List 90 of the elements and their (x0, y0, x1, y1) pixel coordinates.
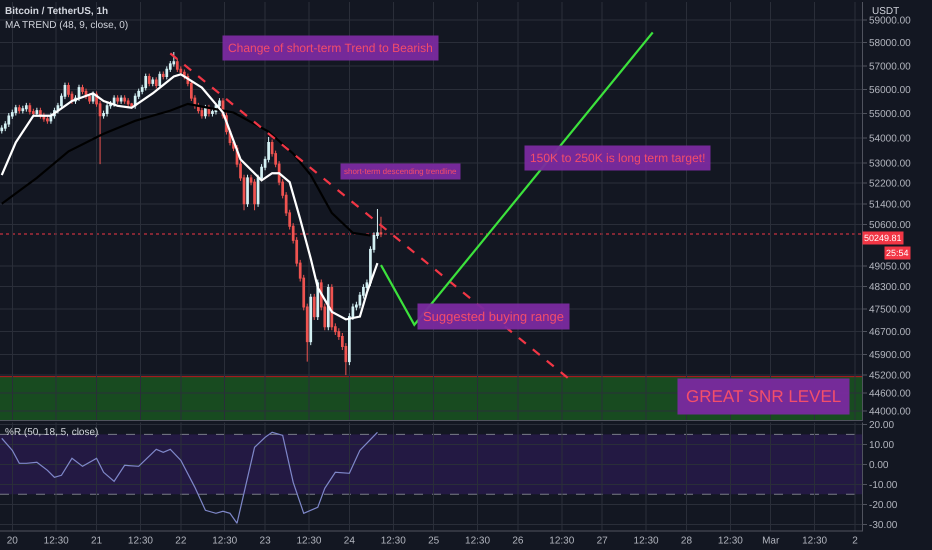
candlestick (148, 73, 151, 87)
x-tick-label: 12:30 (802, 535, 828, 546)
y-axis-title: USDT (872, 6, 900, 17)
y-tick-label: 50600.00 (869, 220, 912, 232)
candlestick (309, 293, 312, 346)
candlestick (253, 178, 256, 211)
y-tick-label: 0.00 (869, 460, 889, 471)
x-tick-label: 12:30 (380, 535, 406, 546)
x-tick-label: 26 (512, 535, 524, 546)
annotation: GREAT SNR LEVEL (686, 387, 842, 406)
text: %R (50, 18, 5, close) (5, 427, 98, 438)
annotation: 150K to 250K is long term target! (530, 151, 706, 165)
x-tick-label: 12:30 (549, 535, 575, 546)
y-tick-label: 48300.00 (869, 282, 912, 294)
x-tick-label: 28 (680, 535, 692, 546)
candlestick (204, 104, 207, 120)
text: MA TREND (48, 9, close, 0) (5, 20, 128, 31)
y-tick-label: -20.00 (869, 500, 898, 511)
candlestick (162, 71, 165, 80)
y-tick-label: 10.00 (869, 440, 894, 451)
y-tick-label: 57000.00 (869, 61, 912, 72)
candlestick (92, 90, 94, 104)
candlestick (200, 107, 204, 120)
candlestick (14, 104, 18, 116)
x-tick-label: 23 (260, 535, 272, 546)
y-tick-label: -30.00 (869, 520, 898, 531)
candlestick (78, 84, 80, 102)
x-tick-label: 27 (596, 535, 608, 546)
y-tick-label: 45900.00 (869, 350, 912, 362)
x-tick-label: 12:30 (634, 535, 660, 546)
y-tick-label: 56000.00 (869, 85, 912, 96)
candlestick (312, 293, 316, 320)
candlestick (176, 58, 179, 73)
x-tick-label: Mar (762, 535, 780, 546)
annotation: short-term descending trendline (344, 167, 458, 176)
x-tick-label: 12:30 (718, 535, 744, 546)
x-tick-label: 2 (852, 535, 858, 546)
candlestick (126, 98, 130, 108)
x-tick-label: 12:30 (212, 535, 238, 546)
y-tick-label: 53000.00 (869, 158, 912, 170)
y-tick-label: 59000.00 (869, 15, 912, 26)
candlestick (7, 112, 10, 128)
candlestick (116, 94, 119, 104)
x-tick-label: 24 (344, 535, 356, 546)
text: 25:54 (886, 248, 909, 258)
x-tick-label: 12:30 (44, 535, 70, 546)
x-tick-label: 21 (90, 535, 103, 546)
x-tick-label: 22 (175, 535, 187, 546)
annotation: Change of short-term Trend to Bearish (228, 41, 433, 55)
candlestick (24, 102, 28, 112)
candlestick (106, 102, 108, 117)
ref-line-label: 50249.81 (864, 233, 902, 243)
candlestick (81, 84, 84, 95)
candlestick (120, 94, 122, 104)
x-tick-label: 12:30 (296, 535, 322, 546)
candlestick (28, 102, 32, 116)
x-tick-label: 12:30 (465, 535, 490, 546)
candlestick (218, 98, 221, 110)
candlestick (36, 107, 38, 117)
candlestick (246, 174, 249, 208)
x-tick-label: 12:30 (128, 535, 154, 546)
y-tick-label: 45200.00 (869, 370, 912, 382)
candlestick (46, 115, 49, 124)
y-tick-label: 51400.00 (869, 199, 912, 210)
y-tick-label: 55000.00 (869, 109, 912, 120)
y-tick-label: 49050.00 (869, 262, 912, 273)
annotation: Suggested buying range (423, 309, 564, 324)
candlestick (123, 94, 126, 104)
candlestick (158, 71, 162, 89)
candlestick (21, 105, 24, 114)
y-tick-label: 44600.00 (869, 388, 912, 400)
chart-title: Bitcoin / TetherUS, 1h (5, 6, 108, 17)
y-tick-label: -10.00 (869, 480, 898, 491)
candlestick (211, 108, 214, 117)
candlestick (154, 76, 158, 89)
candlestick (18, 104, 21, 114)
y-tick-label: 20.00 (869, 420, 894, 431)
candlestick (88, 92, 91, 104)
x-tick-label: 25 (428, 535, 440, 546)
y-tick-label: 52200.00 (869, 178, 912, 190)
y-tick-label: 54000.00 (869, 134, 912, 144)
candlestick (0, 124, 4, 134)
candlestick (151, 76, 154, 87)
candlestick (144, 73, 148, 91)
y-tick-label: 46700.00 (869, 327, 912, 338)
x-tick-label: 20 (6, 535, 18, 546)
y-tick-label: 47500.00 (869, 304, 912, 316)
candlestick (380, 216, 382, 238)
y-tick-label: 44000.00 (869, 406, 912, 418)
y-tick-label: 58000.00 (869, 38, 912, 50)
